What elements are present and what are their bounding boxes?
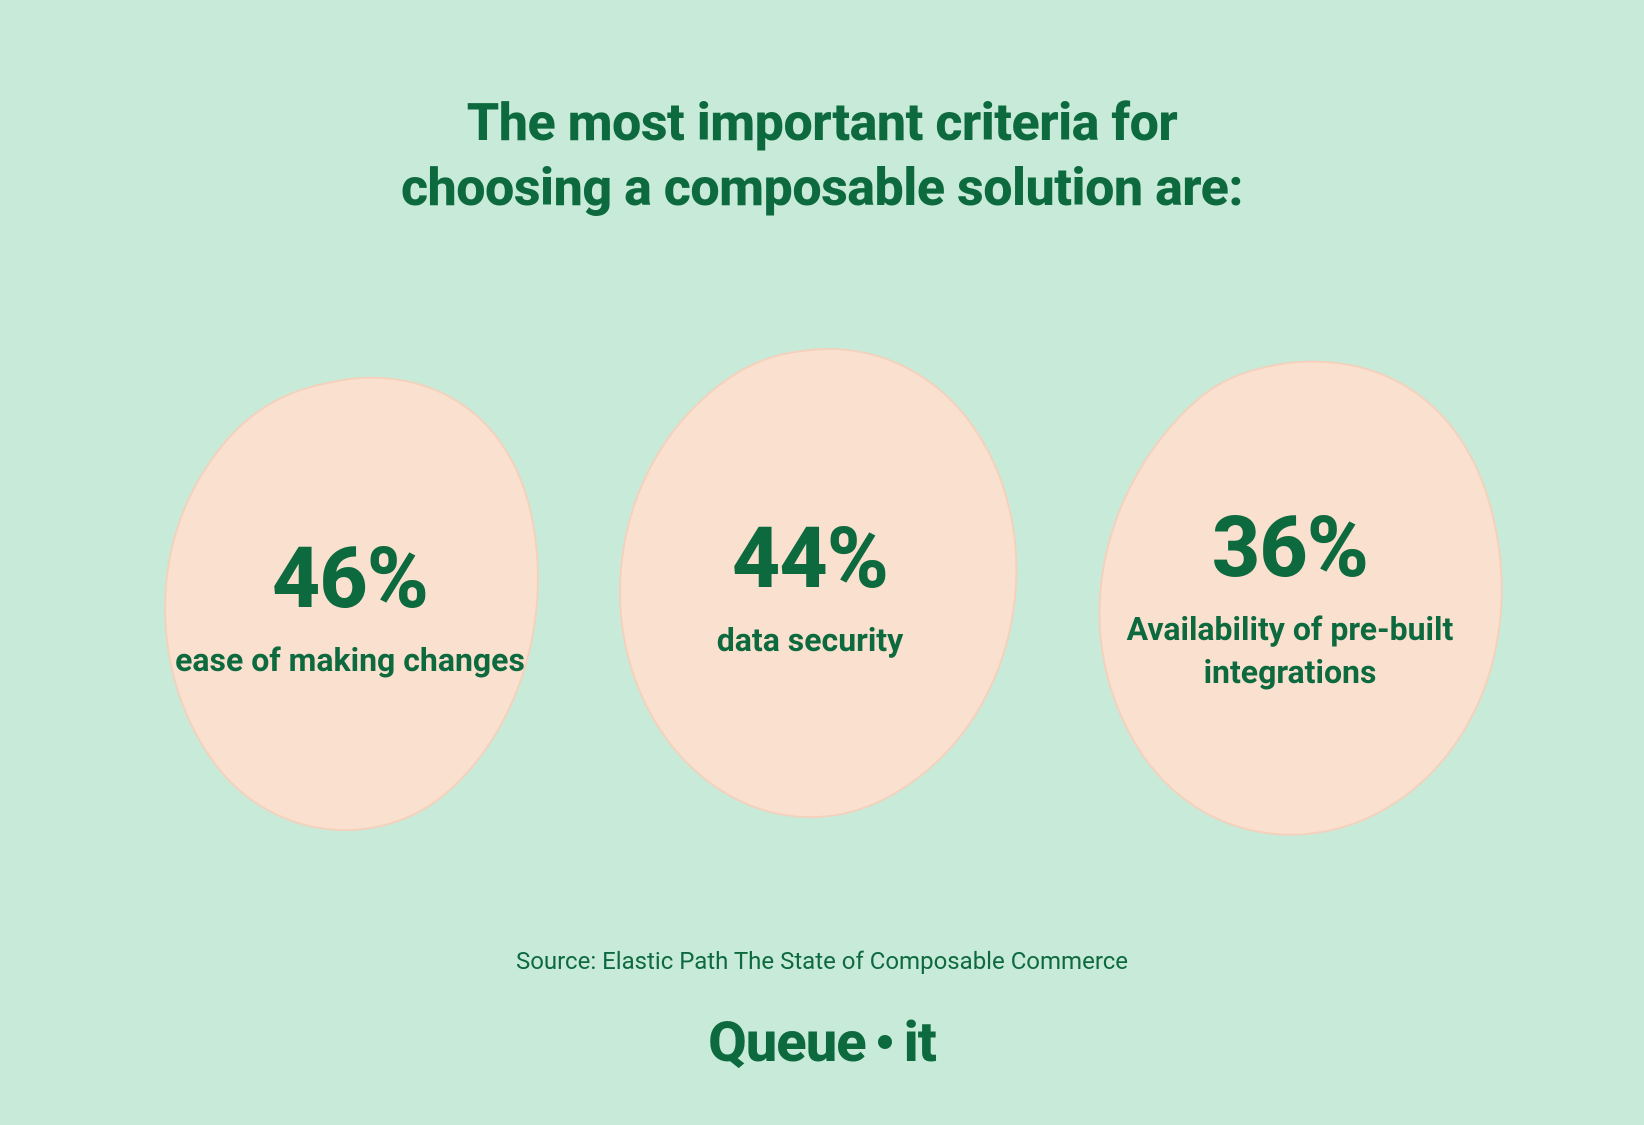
stat-blob-1: 46% ease of making changes [120, 350, 580, 870]
title-line-2: choosing a composable solution are: [401, 157, 1243, 218]
stat-value-2: 44% [717, 517, 903, 601]
logo-word-it: it [904, 1009, 936, 1075]
stat-blobs-row: 46% ease of making changes 44% data secu… [0, 330, 1644, 890]
stat-blob-3: 36% Availability of pre-built integratio… [1060, 340, 1520, 860]
logo-word-queue: Queue [708, 1009, 865, 1075]
title-line-1: The most important criteria for [467, 92, 1178, 153]
infographic-title: The most important criteria for choosing… [0, 90, 1644, 220]
stat-label-1: ease of making changes [175, 639, 525, 682]
stat-blob-2: 44% data security [580, 330, 1040, 850]
logo-dot-icon [878, 1035, 892, 1049]
stat-label-2: data security [717, 619, 903, 662]
stat-value-3: 36% [1110, 506, 1470, 590]
logo-container: Queue it [0, 1009, 1644, 1075]
infographic-canvas: The most important criteria for choosing… [0, 0, 1644, 1125]
stat-label-3: Availability of pre-built integrations [1110, 608, 1470, 694]
source-attribution: Source: Elastic Path The State of Compos… [0, 947, 1644, 975]
stat-value-1: 46% [175, 537, 525, 621]
queue-it-logo: Queue it [708, 1009, 936, 1075]
